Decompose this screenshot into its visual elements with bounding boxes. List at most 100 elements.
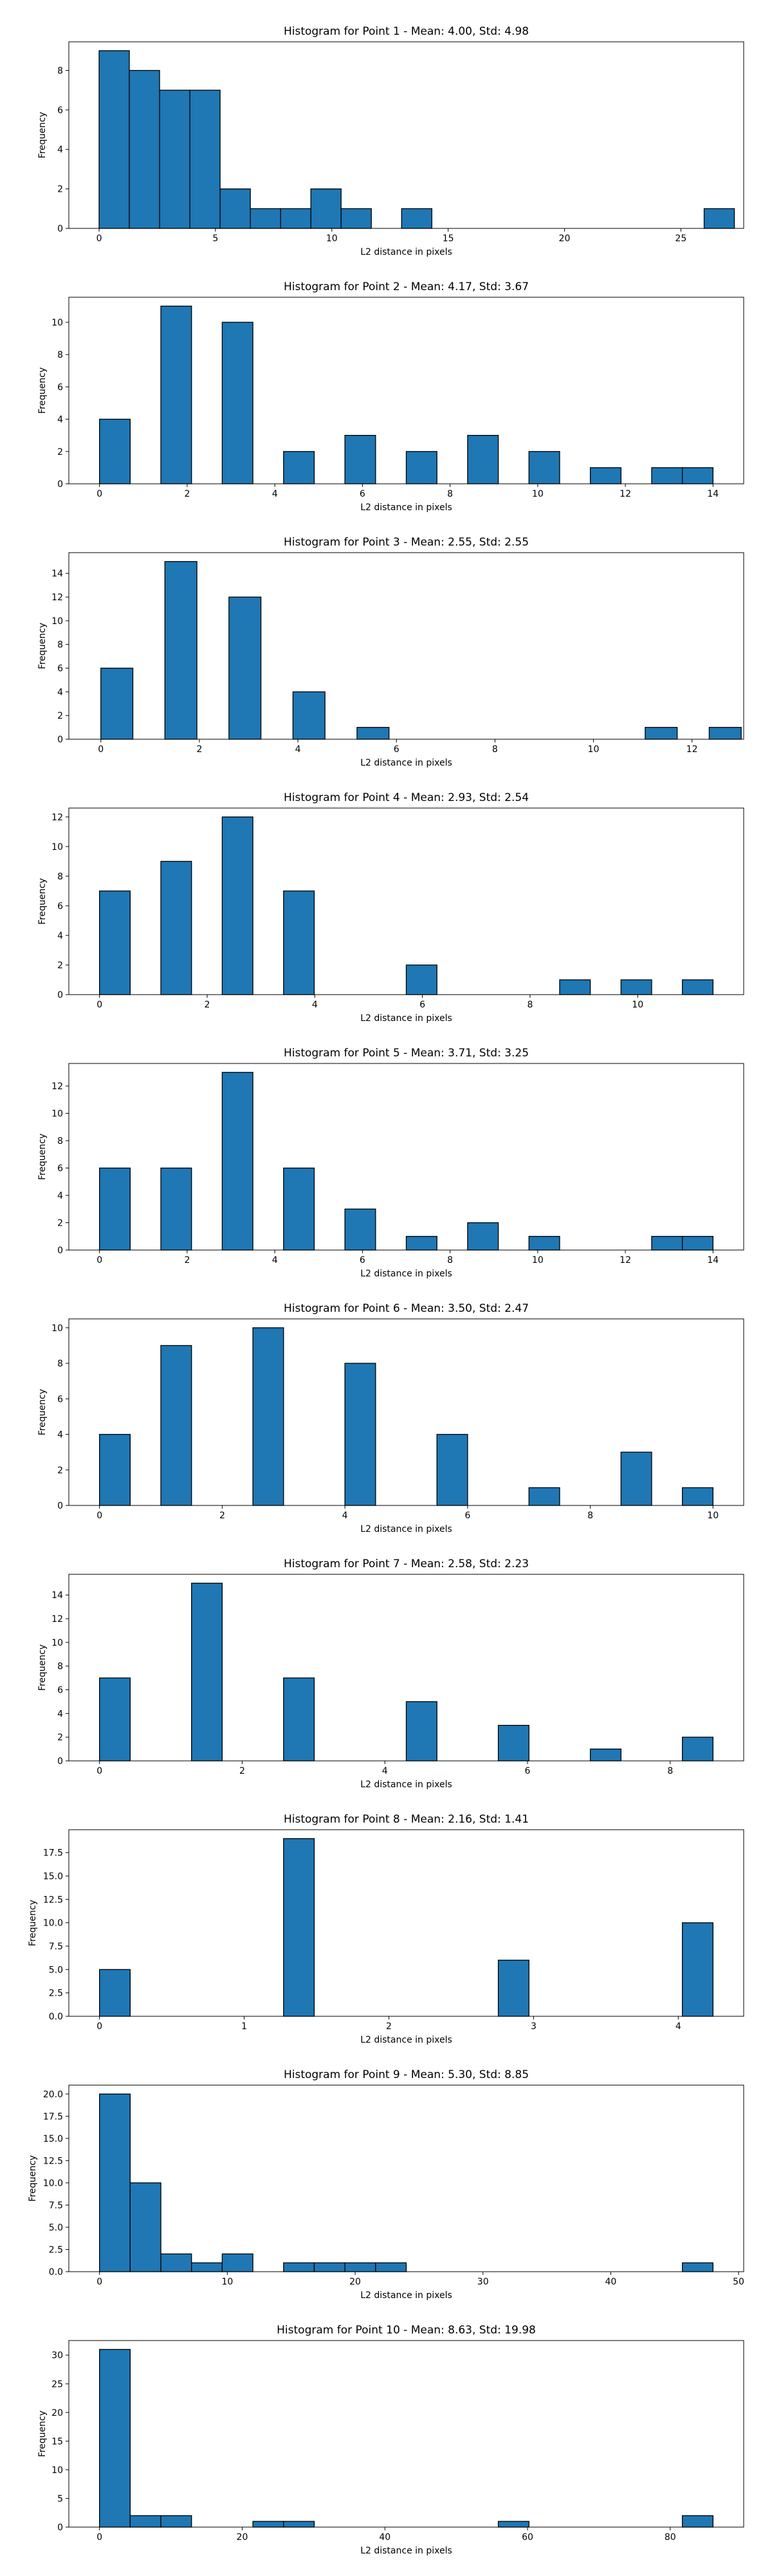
chart-9: Histogram for Point 9 - Mean: 5.30, Std:…	[28, 2068, 744, 2301]
chart-8-ytick-label: 10.0	[43, 1918, 63, 1929]
chart-9-bar	[99, 2093, 131, 2272]
chart-8-bar	[99, 1969, 131, 2017]
chart-5-ytick-label: 10	[51, 1109, 63, 1119]
chart-6-ytick-label: 4	[57, 1430, 63, 1440]
chart-9-xtick-label: 20	[349, 2277, 361, 2287]
chart-6-xlabel: L2 distance in pixels	[360, 1524, 452, 1534]
chart-1-bar	[280, 208, 311, 229]
chart-3-ytick-label: 12	[51, 593, 63, 603]
chart-4-xlabel: L2 distance in pixels	[360, 1013, 452, 1024]
chart-4-ytick-label: 8	[57, 872, 63, 882]
chart-6-ytick-label: 6	[57, 1394, 63, 1404]
chart-10-axes-frame	[68, 2340, 744, 2528]
chart-1: Histogram for Point 1 - Mean: 4.00, Std:…	[37, 25, 744, 257]
chart-2-xtick-label: 12	[620, 489, 631, 499]
chart-9-ytick-label: 12.5	[43, 2156, 63, 2166]
chart-9-ytick-label: 20.0	[43, 2090, 63, 2100]
chart-3-axes-frame	[68, 552, 744, 740]
chart-5-xtick-label: 12	[620, 1255, 631, 1265]
chart-9-ytick-label: 17.5	[43, 2111, 63, 2122]
chart-6-ytick-label: 10	[51, 1323, 63, 1334]
chart-3-xtick-label: 2	[196, 744, 202, 755]
chart-1-xtick-label: 15	[443, 234, 454, 244]
chart-8-ytick-label: 5.0	[49, 1965, 63, 1975]
chart-8-ytick-label: 7.5	[49, 1942, 63, 1952]
chart-1-ytick-label: 6	[57, 106, 63, 116]
chart-10-xtick-label: 60	[522, 2532, 533, 2543]
chart-8-xtick-label: 4	[676, 2021, 681, 2032]
chart-10-ytick-label: 5	[57, 2494, 63, 2504]
chart-3-bar	[645, 726, 678, 740]
chart-2-ytick-label: 8	[57, 350, 63, 360]
chart-3-ylabel: Frequency	[37, 623, 48, 669]
chart-10-bar	[283, 2521, 315, 2528]
chart-9-ytick-label: 15.0	[43, 2134, 63, 2144]
chart-3-bar	[292, 691, 326, 740]
chart-4-ytick-label: 0	[57, 990, 63, 1000]
chart-3-bar	[708, 726, 742, 740]
chart-5-bar	[681, 1236, 713, 1251]
chart-10-ytick-label: 30	[51, 2351, 63, 2361]
chart-9-xtick-label: 50	[733, 2277, 744, 2287]
chart-3-ytick-label: 4	[57, 687, 63, 697]
chart-4-xtick-label: 2	[205, 1000, 210, 1010]
chart-2-xtick-label: 8	[447, 489, 453, 499]
chart-5: Histogram for Point 5 - Mean: 3.71, Std:…	[37, 1047, 744, 1279]
chart-1-ytick-label: 8	[57, 66, 63, 76]
chart-8-bar	[497, 1960, 529, 2017]
chart-6-ytick-label: 8	[57, 1359, 63, 1369]
chart-8-title: Histogram for Point 8 - Mean: 2.16, Std:…	[284, 1813, 529, 1826]
chart-5-xtick-label: 14	[707, 1255, 719, 1265]
chart-5-xtick-label: 2	[184, 1255, 190, 1265]
chart-9-ytick-label: 2.5	[49, 2245, 63, 2255]
chart-9-xtick-label: 0	[96, 2277, 102, 2287]
chart-5-xtick-label: 10	[532, 1255, 544, 1265]
chart-5-ytick-label: 4	[57, 1191, 63, 1201]
chart-2-bar	[589, 467, 621, 484]
chart-2-title: Histogram for Point 2 - Mean: 4.17, Std:…	[284, 281, 529, 293]
chart-8: Histogram for Point 8 - Mean: 2.16, Std:…	[28, 1813, 744, 2045]
chart-7-xtick-label: 2	[239, 1766, 245, 1776]
chart-10-xtick-label: 20	[237, 2532, 248, 2543]
chart-7-bar	[405, 1701, 437, 1762]
chart-6-bar	[252, 1327, 284, 1506]
chart-9-title: Histogram for Point 9 - Mean: 5.30, Std:…	[284, 2068, 529, 2081]
chart-6-bar	[344, 1363, 376, 1506]
chart-10-bar	[160, 2515, 192, 2528]
chart-1-bar	[401, 208, 432, 229]
chart-6-ytick-label: 0	[57, 1501, 63, 1511]
chart-8-ytick-label: 17.5	[43, 1848, 63, 1859]
chart-1-xtick-label: 0	[96, 234, 102, 244]
chart-9-bar	[160, 2253, 192, 2272]
chart-1-bar	[189, 89, 221, 229]
chart-3: Histogram for Point 3 - Mean: 2.55, Std:…	[37, 536, 744, 768]
chart-7-bar	[681, 1736, 713, 1762]
chart-5-bar	[467, 1222, 499, 1251]
chart-9-bar	[375, 2262, 407, 2272]
chart-4-xtick-label: 6	[419, 1000, 425, 1010]
chart-7-ytick-label: 12	[51, 1614, 63, 1624]
chart-10-title: Histogram for Point 10 - Mean: 8.63, Std…	[277, 2324, 536, 2337]
chart-6-xtick-label: 6	[464, 1511, 470, 1521]
chart-7-bar	[99, 1677, 131, 1762]
chart-7-bar	[283, 1677, 315, 1762]
chart-5-xtick-label: 6	[360, 1255, 365, 1265]
chart-6-xtick-label: 10	[707, 1511, 719, 1521]
chart-2-ytick-label: 6	[57, 382, 63, 392]
chart-5-ytick-label: 0	[57, 1246, 63, 1256]
chart-1-bar	[310, 188, 342, 229]
chart-2-xtick-label: 6	[360, 489, 365, 499]
chart-1-ytick-label: 4	[57, 145, 63, 155]
chart-9-ytick-label: 0.0	[49, 2267, 63, 2277]
chart-6-bar	[528, 1487, 560, 1506]
chart-1-bar	[98, 50, 130, 229]
chart-3-xtick-label: 8	[492, 744, 498, 755]
chart-7: Histogram for Point 7 - Mean: 2.58, Std:…	[37, 1558, 744, 1790]
chart-10-bar	[99, 2349, 131, 2528]
chart-1-bar	[129, 69, 160, 229]
chart-4-axes-frame	[68, 807, 744, 995]
chart-2-bar	[221, 322, 253, 484]
chart-10-ytick-label: 15	[51, 2436, 63, 2447]
chart-3-bar	[356, 726, 390, 740]
